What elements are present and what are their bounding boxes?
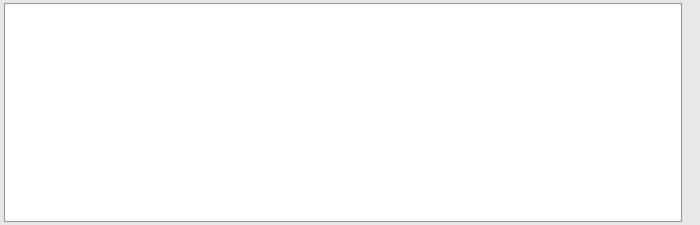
Text: fall between two data points.  You are to reject any resistance values that are: fall between two data points. You are to… — [158, 129, 603, 139]
Text: less than/greater than the high and low values in the data table.: less than/greater than the high and low … — [14, 148, 379, 157]
Text: A thermistor is a passive electric component whose resistance is accurately prop: A thermistor is a passive electric compo… — [50, 16, 557, 26]
Text: value.: value. — [14, 199, 48, 209]
Text: I will provide you with 6 resistance values and you will calculate the correspon: I will provide you with 6 resistance val… — [50, 92, 601, 102]
Text: values (in Celsius).  You will need to: values (in Celsius). You will need to — [14, 111, 223, 121]
Text: linearly interpolate: linearly interpolate — [223, 111, 344, 122]
Text: may: may — [132, 129, 158, 140]
Text: temperature over its operating range.  The thermistor is supplied with a data ta: temperature over its operating range. Th… — [14, 34, 586, 44]
Text: CSV file where each line represents one resistance/temperature point.: CSV file where each line represents one … — [14, 71, 416, 81]
Text: Your task is to read in the thermistor data (unknown number of data points . . .: Your task is to read in the thermistor d… — [50, 162, 595, 173]
Text: the given resistance: the given resistance — [14, 129, 132, 139]
Text: , as needed, to assure accurate results where: , as needed, to assure accurate results … — [344, 111, 603, 121]
Text: resistance to a corresponding temperature.  I have supplied that data as the fil: resistance to a corresponding temperatur… — [14, 53, 610, 63]
Text: the 5 test resistance values that I provide.  For each resistance value you will: the 5 test resistance values that I prov… — [14, 181, 591, 191]
